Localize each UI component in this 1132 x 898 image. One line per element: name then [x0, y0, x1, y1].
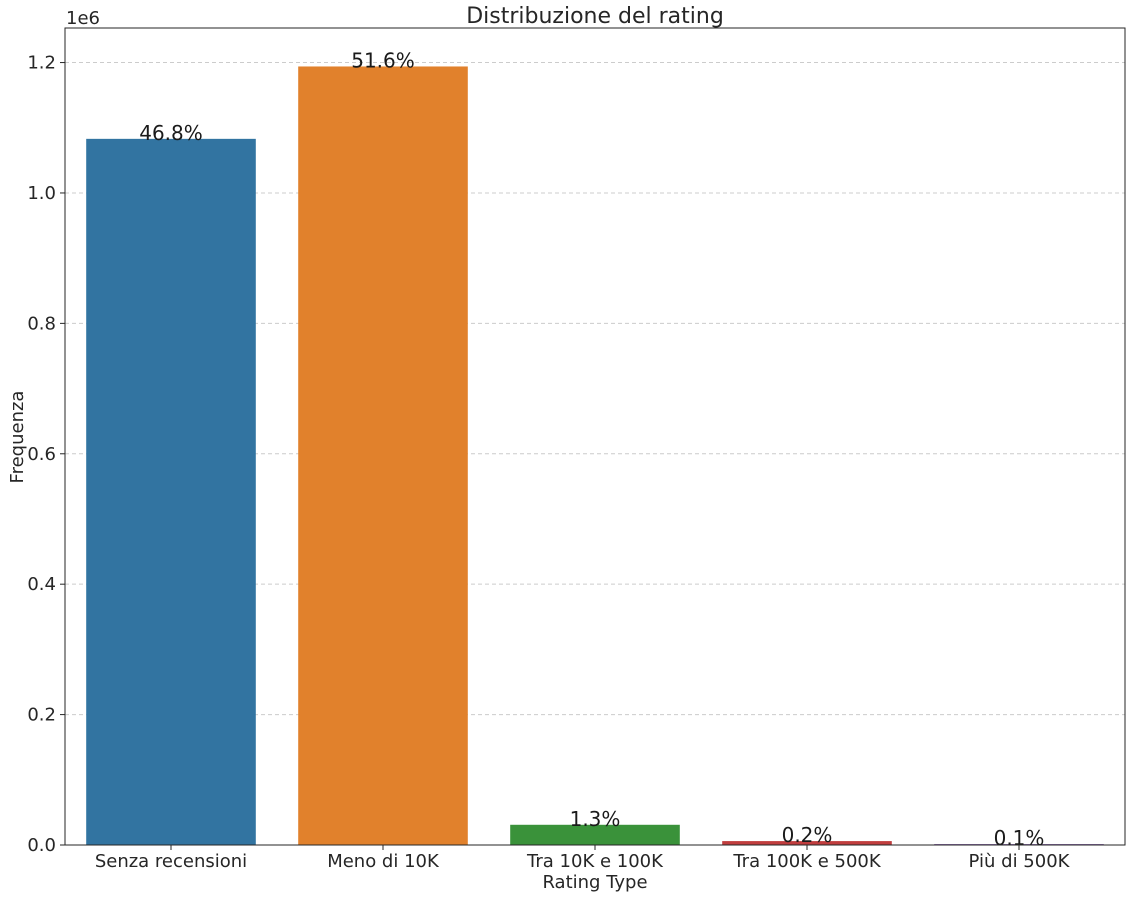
data-label: 51.6%: [351, 48, 415, 72]
bar-2: [298, 66, 468, 845]
x-tick-label: Più di 500K: [969, 851, 1071, 872]
x-tick-label: Tra 100K e 500K: [732, 851, 882, 872]
y-tick-label: 1.0: [27, 183, 56, 204]
y-tick-label: 0.6: [27, 444, 56, 465]
data-label: 0.2%: [782, 823, 833, 847]
data-label: 1.3%: [570, 807, 621, 831]
x-tick-label: Tra 10K e 100K: [526, 851, 664, 872]
bar-1: [86, 138, 256, 846]
bar-3: [510, 824, 680, 845]
x-tick-label: Senza recensioni: [95, 851, 247, 872]
x-axis-label: Rating Type: [542, 872, 647, 893]
data-labels: 46.8%51.6%1.3%0.2% 0.1%: [139, 48, 1044, 850]
y-scale-label: 1e6: [66, 8, 100, 29]
bars: [86, 66, 1104, 846]
x-axis: Senza recensioni Meno di 10K Tra 10K e 100…: [95, 845, 1071, 872]
chart-title: Distribuzione del rating: [466, 4, 724, 29]
bar-4: [722, 841, 892, 845]
y-axis-label: Frequenza: [7, 391, 28, 484]
y-tick-label: 0.8: [27, 313, 56, 334]
y-axis: 0.0 0.2 0.4 0.6 0.8 1.0 1.2: [27, 53, 65, 856]
x-tick-label: Meno di 10K: [327, 851, 440, 872]
y-tick-label: 1.2: [27, 53, 56, 74]
y-tick-label: 0.2: [27, 705, 56, 726]
data-label: 46.8%: [139, 121, 203, 145]
y-tick-label: 0.0: [27, 835, 56, 856]
y-tick-label: 0.4: [27, 574, 56, 595]
